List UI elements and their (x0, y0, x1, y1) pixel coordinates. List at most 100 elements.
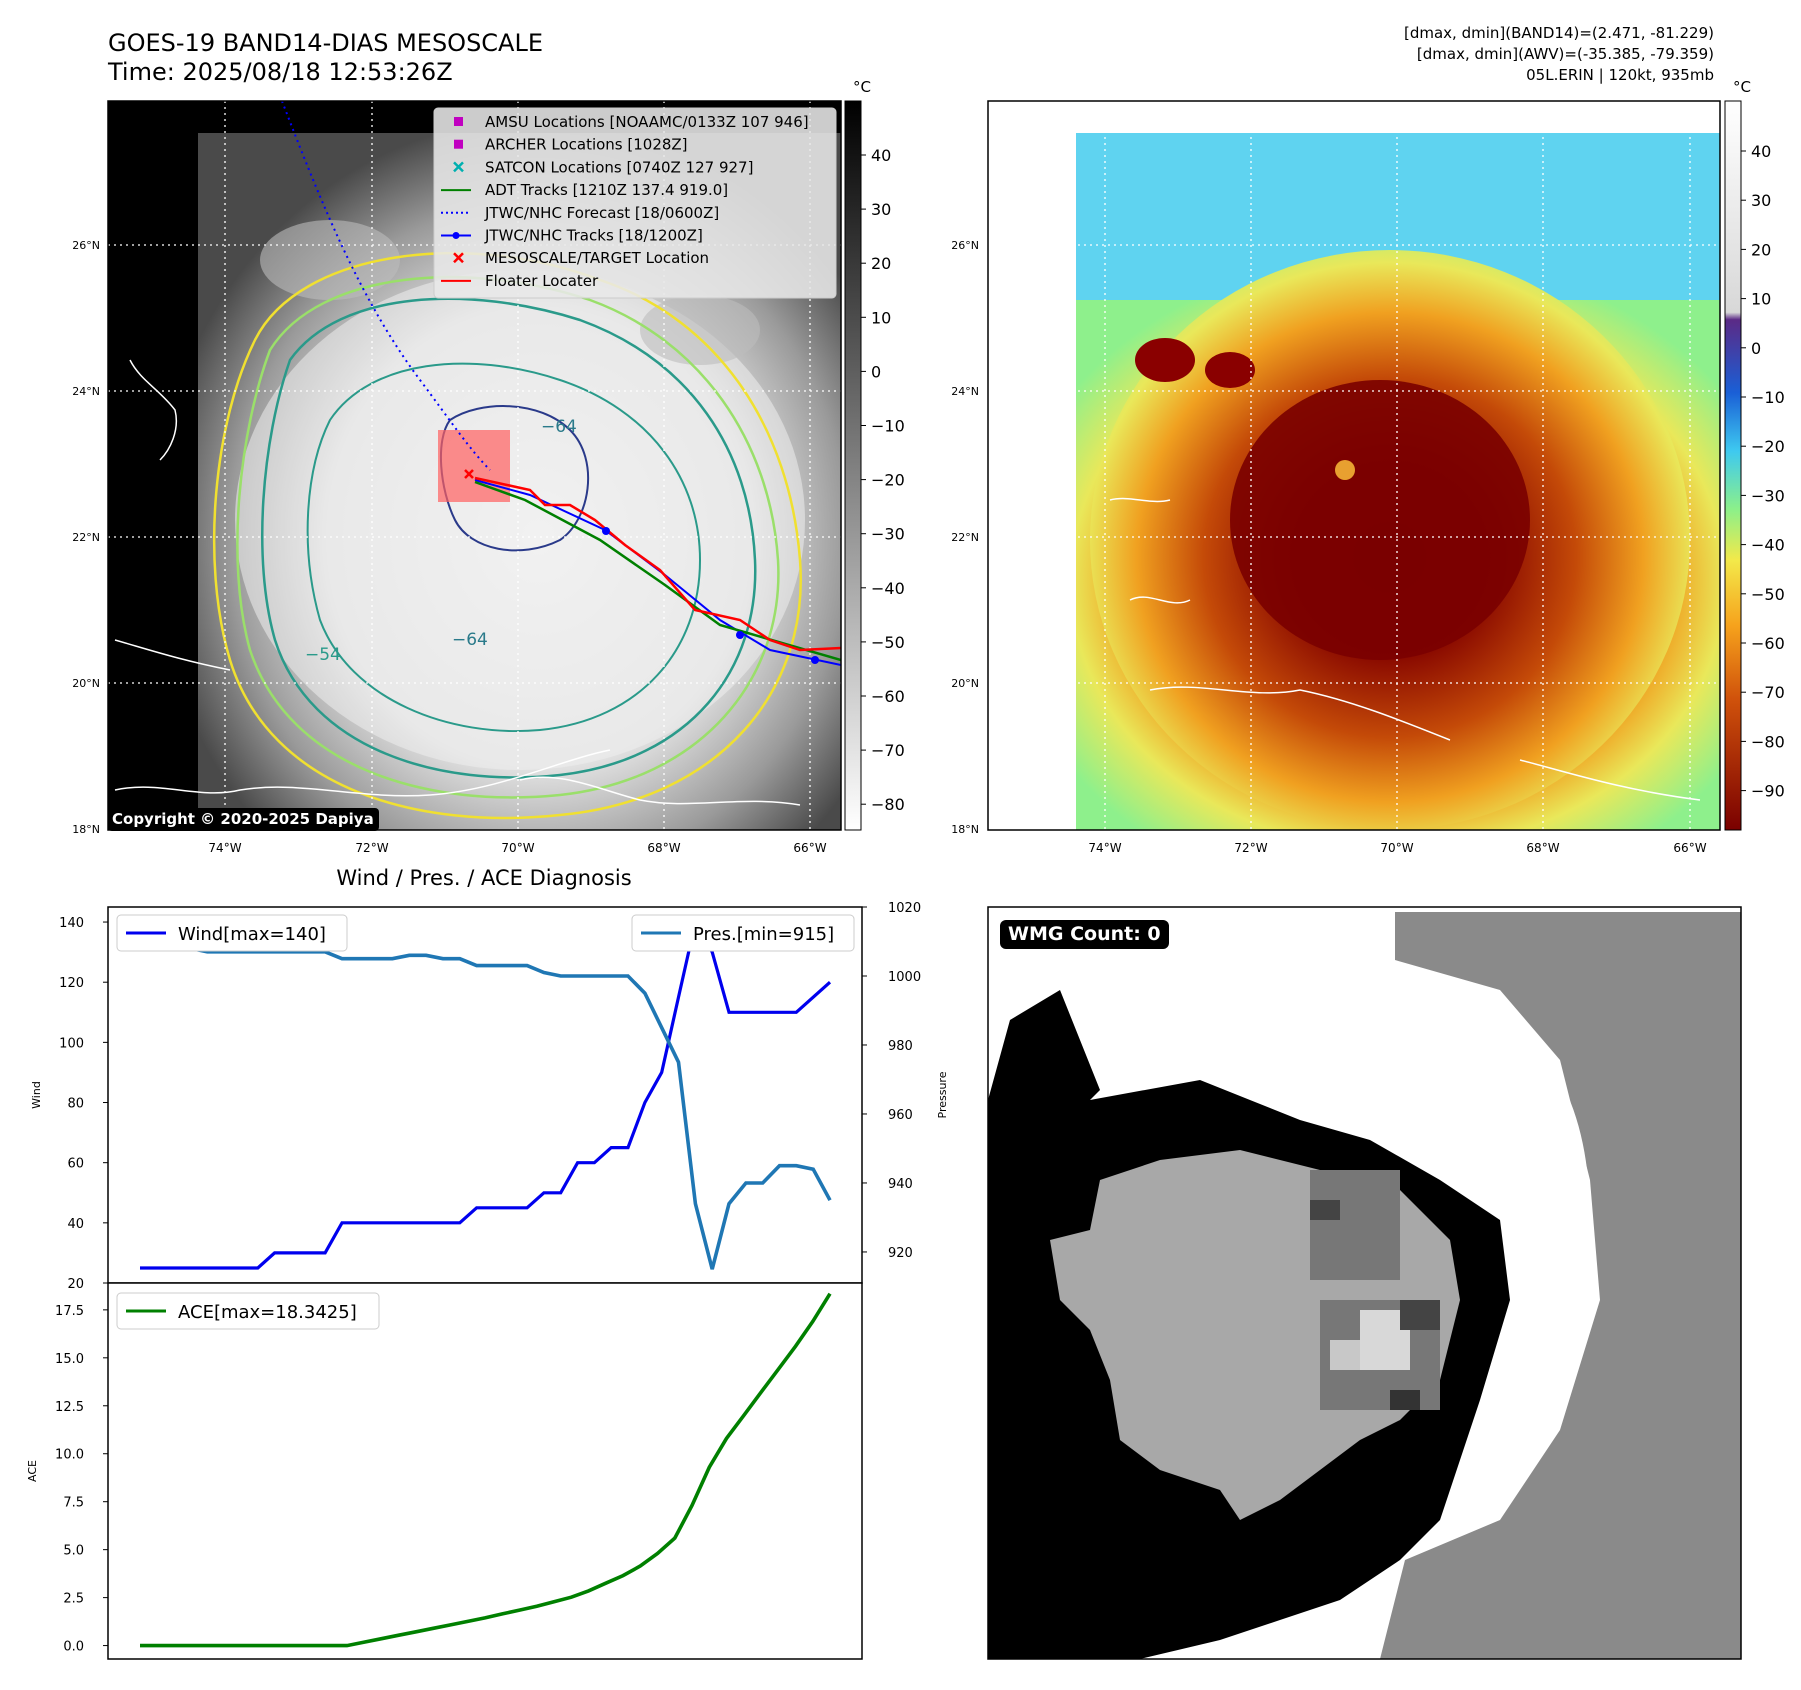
lon-label: 66°W (1673, 841, 1706, 855)
lat-label: 26°N (72, 239, 100, 252)
ace-series-line (140, 1292, 832, 1648)
colorbar-tick-label: −20 (871, 471, 905, 490)
lat-label: 22°N (72, 531, 100, 544)
y-tick-label: 17.5 (55, 1304, 84, 1319)
y-tick-label: 960 (888, 1108, 913, 1123)
lon-label: 68°W (1526, 841, 1559, 855)
y-tick-label: 100 (59, 1036, 84, 1051)
ir-panel: GOES-19 BAND14-DIAS MESOSCALE Time: 2025… (72, 29, 905, 855)
legend-symbol (454, 139, 463, 149)
colorbar-tick-label: 30 (1751, 191, 1771, 210)
legend-label: MESOSCALE/TARGET Location (485, 249, 709, 267)
lon-label: 72°W (1234, 841, 1267, 855)
wind-legend: Wind[max=140] (116, 914, 348, 952)
legend-symbol (453, 161, 464, 173)
y-tick-label: 1000 (888, 970, 921, 985)
y-tick-label: 20 (67, 1277, 84, 1292)
colorbar-tick-label: −50 (1751, 585, 1785, 604)
lat-label: 24°N (951, 385, 979, 398)
legend-symbol (441, 232, 471, 239)
storm-info: 05L.ERIN | 120kt, 935mb (1526, 66, 1714, 84)
y-tick-label: 15.0 (55, 1352, 84, 1367)
colorbar-tick-label: 20 (1751, 240, 1771, 259)
wind-axis-label: Wind (30, 1081, 43, 1109)
colorbar-tick-label: −80 (1751, 732, 1785, 751)
colorbar-tick-label: 40 (1751, 142, 1771, 161)
awv-colorbar: °C 40 30 20 10 0 −10 −20 −30 −40 −50 −60 −70 −80 −90 (1724, 78, 1785, 831)
stats-band14: [dmax, dmin](BAND14)=(2.471, -81.229) (1404, 24, 1714, 42)
diagnosis-panel: Wind / Pres. / ACE Diagnosis Wind Pressu… (26, 866, 949, 1660)
y-tick-label: 920 (888, 1246, 913, 1261)
stats-awv: [dmax, dmin](AWV)=(-35.385, -79.359) (1417, 45, 1714, 63)
colorbar-tick-label: −70 (871, 741, 905, 760)
legend-label: Floater Locater (485, 272, 599, 290)
lat-label: 18°N (951, 823, 979, 836)
y-tick-label: 60 (67, 1157, 84, 1172)
colorbar-tick-label: −60 (1751, 634, 1785, 653)
colorbar-tick-label: 20 (871, 254, 891, 273)
colorbar-tick-label: −90 (1751, 782, 1785, 801)
ir-lon-labels: 74°W 72°W 70°W 68°W 66°W (208, 841, 826, 855)
colorbar-unit: °C (1733, 78, 1751, 96)
wind-series-line (140, 917, 832, 1270)
lat-label: 22°N (951, 531, 979, 544)
ir-legend: AMSU Locations [NOAAMC/0133Z 107 946] ARC… (433, 107, 837, 299)
legend-symbol (454, 117, 463, 126)
contour-label: −64 (541, 417, 577, 437)
lon-label: 68°W (647, 841, 680, 855)
lon-label: 74°W (1088, 841, 1121, 855)
lon-label: 66°W (793, 841, 826, 855)
colorbar-tick-label: 10 (871, 308, 891, 327)
copyright-badge: Copyright © 2020-2025 Dapiya (108, 808, 379, 831)
y-tick-label: 0.0 (63, 1640, 84, 1655)
y-tick-label: 80 (67, 1097, 84, 1112)
colorbar-tick-label: −80 (871, 795, 905, 814)
colorbar-tick-label: 10 (1751, 290, 1771, 309)
y-tick-label: 940 (888, 1177, 913, 1192)
colorbar-tick-label: 30 (871, 200, 891, 219)
colorbar-unit: °C (853, 78, 871, 96)
floater-track (474, 476, 841, 652)
colorbar-tick-label: −30 (871, 525, 905, 544)
y-tick-label: 2.5 (63, 1592, 84, 1607)
y-tick-label: 1020 (888, 901, 921, 916)
lat-label: 26°N (951, 239, 979, 252)
diagnosis-title: Wind / Pres. / ACE Diagnosis (336, 866, 631, 890)
colorbar-tick-label: −10 (1751, 388, 1785, 407)
colorbar-tick-label: −20 (1751, 437, 1785, 456)
colorbar-tick-label: −40 (871, 579, 905, 598)
ir-title: GOES-19 BAND14-DIAS MESOSCALE (108, 29, 543, 57)
y-tick-label: 7.5 (63, 1496, 84, 1511)
colorbar-tick-label: −40 (1751, 536, 1785, 555)
lon-label: 70°W (501, 841, 534, 855)
legend-label: JTWC/NHC Tracks [18/1200Z] (484, 227, 703, 245)
pressure-legend: Pres.[min=915] (631, 914, 855, 952)
lat-label: 20°N (72, 677, 100, 690)
forecast-track (281, 101, 491, 471)
lat-label: 18°N (72, 823, 100, 836)
pressure-legend-label: Pres.[min=915] (693, 924, 834, 945)
y-tick-label: 980 (888, 1039, 913, 1054)
lon-label: 70°W (1380, 841, 1413, 855)
awv-imagery (988, 101, 1720, 830)
ace-legend-label: ACE[max=18.3425] (178, 1302, 357, 1323)
wmg-count-badge: WMG Count: 0 (1000, 920, 1169, 949)
legend-symbol (453, 252, 464, 264)
colorbar-tick-label: 0 (1751, 339, 1761, 358)
wmg-panel (987, 906, 1742, 1660)
wind-legend-label: Wind[max=140] (178, 924, 326, 945)
lat-label: 20°N (951, 677, 979, 690)
legend-label: ARCHER Locations [1028Z] (485, 136, 688, 154)
adt-track (474, 480, 841, 662)
y-tick-label: 40 (67, 1217, 84, 1232)
ace-legend: ACE[max=18.3425] (116, 1292, 380, 1330)
ace-axis-label: ACE (26, 1460, 39, 1482)
contour-label: −54 (305, 645, 341, 665)
colorbar-tick-label: −10 (871, 417, 905, 436)
legend-label: ADT Tracks [1210Z 137.4 919.0] (485, 181, 728, 199)
colorbar-tick-label: −70 (1751, 683, 1785, 702)
ir-lat-labels: 26°N 24°N 22°N 20°N 18°N (72, 239, 100, 836)
lon-label: 72°W (355, 841, 388, 855)
ir-colorbar: °C 40 30 20 10 0 −10 −20 −30 −40 −50 −60 −70 −80 (844, 78, 905, 831)
